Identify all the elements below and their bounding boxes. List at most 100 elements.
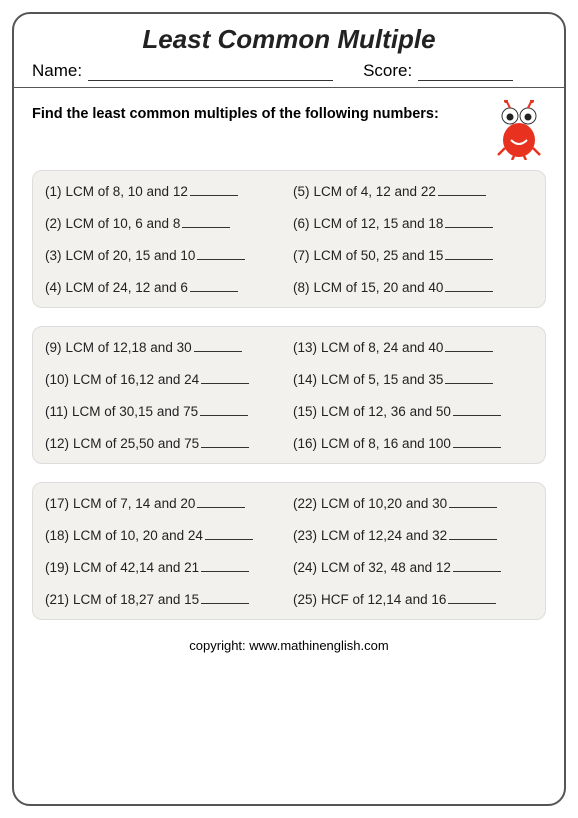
- problem-text: LCM of 8, 16 and 100: [321, 436, 451, 451]
- problem-number: (16): [293, 436, 317, 451]
- problem-text: LCM of 32, 48 and 12: [321, 560, 451, 575]
- problem-number: (9): [45, 340, 62, 355]
- problem-number: (3): [45, 248, 62, 263]
- answer-line[interactable]: [445, 247, 493, 260]
- problem-text: LCM of 12,24 and 32: [321, 528, 447, 543]
- answer-line[interactable]: [453, 559, 501, 572]
- answer-line[interactable]: [197, 247, 245, 260]
- problem-item: (13)LCM of 8, 24 and 40: [293, 339, 533, 355]
- problem-item: (10) LCM of 16,12 and 24: [45, 371, 285, 387]
- problem-item: (22) LCM of 10,20 and 30: [293, 495, 533, 511]
- problem-group: (1) LCM of 8, 10 and 12 (5) LCM of 4, 12 an…: [32, 170, 546, 308]
- problem-number: (6): [293, 216, 310, 231]
- answer-line[interactable]: [201, 591, 249, 604]
- answer-line[interactable]: [201, 559, 249, 572]
- problem-text: LCM of 12, 15 and 18: [314, 216, 444, 231]
- problem-item: (14) LCM of 5, 15 and 35: [293, 371, 533, 387]
- problem-text: LCM of 10,20 and 30: [321, 496, 447, 511]
- problem-number: (8): [293, 280, 310, 295]
- problem-text: LCM of 12, 36 and 50: [321, 404, 451, 419]
- answer-line[interactable]: [449, 495, 497, 508]
- problem-text: LCM of 15, 20 and 40: [314, 280, 444, 295]
- problem-item: (21)LCM of 18,27 and 15: [45, 591, 285, 607]
- problem-text: LCM of 5, 15 and 35: [321, 372, 443, 387]
- problem-number: (7): [293, 248, 310, 263]
- problem-number: (22): [293, 496, 317, 511]
- problem-item: (7) LCM of 50, 25 and 15: [293, 247, 533, 263]
- answer-line[interactable]: [449, 527, 497, 540]
- answer-line[interactable]: [445, 371, 493, 384]
- worksheet: Least Common Multiple Name: Score: Find …: [12, 12, 566, 806]
- problem-item: (11)LCM of 30,15 and 75: [45, 403, 285, 419]
- answer-line[interactable]: [200, 403, 248, 416]
- answer-line[interactable]: [448, 591, 496, 604]
- answer-line[interactable]: [445, 339, 493, 352]
- name-label: Name:: [32, 61, 82, 81]
- problem-text: LCM of 50, 25 and 15: [314, 248, 444, 263]
- problem-text: LCM of 12,18 and 30: [66, 340, 192, 355]
- answer-line[interactable]: [194, 339, 242, 352]
- problem-text: LCM of 20, 15 and 10: [66, 248, 196, 263]
- problem-number: (1): [45, 184, 62, 199]
- problem-item: (3) LCM of 20, 15 and 10: [45, 247, 285, 263]
- problem-number: (21): [45, 592, 69, 607]
- page-title: Least Common Multiple: [32, 24, 546, 55]
- problem-number: (24): [293, 560, 317, 575]
- problem-group: (17)LCM of 7, 14 and 20 (22) LCM of 10,20 …: [32, 482, 546, 620]
- problem-groups: (1) LCM of 8, 10 and 12 (5) LCM of 4, 12 an…: [32, 170, 546, 620]
- problem-number: (15): [293, 404, 317, 419]
- answer-line[interactable]: [205, 527, 253, 540]
- answer-line[interactable]: [201, 435, 249, 448]
- answer-line[interactable]: [453, 435, 501, 448]
- answer-line[interactable]: [190, 279, 238, 292]
- answer-line[interactable]: [190, 183, 238, 196]
- answer-line[interactable]: [197, 495, 245, 508]
- problem-text: LCM of 10, 20 and 24: [73, 528, 203, 543]
- problem-number: (14): [293, 372, 317, 387]
- problem-text: LCM of 10, 6 and 8: [66, 216, 181, 231]
- divider: [14, 87, 564, 88]
- problem-text: LCM of 8, 10 and 12: [66, 184, 188, 199]
- answer-line[interactable]: [182, 215, 230, 228]
- problem-text: LCM of 7, 14 and 20: [73, 496, 195, 511]
- problem-item: (1) LCM of 8, 10 and 12: [45, 183, 285, 199]
- answer-line[interactable]: [438, 183, 486, 196]
- problem-item: (16) LCM of 8, 16 and 100: [293, 435, 533, 451]
- problem-item: (15) LCM of 12, 36 and 50: [293, 403, 533, 419]
- problem-number: (11): [45, 404, 68, 419]
- problem-number: (10): [45, 372, 69, 387]
- problem-number: (5): [293, 184, 310, 199]
- problem-item: (24) LCM of 32, 48 and 12: [293, 559, 533, 575]
- problem-item: (12)LCM of 25,50 and 75: [45, 435, 285, 451]
- answer-line[interactable]: [445, 279, 493, 292]
- problem-number: (19): [45, 560, 69, 575]
- problem-text: LCM of 42,14 and 21: [73, 560, 199, 575]
- problem-item: (23) LCM of 12,24 and 32: [293, 527, 533, 543]
- problem-item: (2) LCM of 10, 6 and 8: [45, 215, 285, 231]
- problem-number: (4): [45, 280, 62, 295]
- problem-number: (2): [45, 216, 62, 231]
- instruction-text: Find the least common multiples of the f…: [32, 100, 482, 122]
- problem-item: (17)LCM of 7, 14 and 20: [45, 495, 285, 511]
- mascot-icon: [492, 100, 546, 160]
- problem-item: (6) LCM of 12, 15 and 18: [293, 215, 533, 231]
- problem-number: (25): [293, 592, 317, 607]
- name-input-line[interactable]: [88, 61, 333, 81]
- problem-text: HCF of 12,14 and 16: [321, 592, 446, 607]
- problem-item: (8) LCM of 15, 20 and 40: [293, 279, 533, 295]
- score-label: Score:: [363, 61, 412, 81]
- problem-text: LCM of 4, 12 and 22: [314, 184, 436, 199]
- score-input-line[interactable]: [418, 61, 513, 81]
- answer-line[interactable]: [445, 215, 493, 228]
- problem-number: (12): [45, 436, 69, 451]
- meta-row: Name: Score:: [32, 61, 546, 81]
- problem-number: (18): [45, 528, 69, 543]
- problem-item: (19) LCM of 42,14 and 21: [45, 559, 285, 575]
- problem-number: (23): [293, 528, 317, 543]
- problem-item: (4)LCM of 24, 12 and 6: [45, 279, 285, 295]
- answer-line[interactable]: [453, 403, 501, 416]
- answer-line[interactable]: [201, 371, 249, 384]
- problem-group: (9) LCM of 12,18 and 30 (13)LCM of 8, 24 …: [32, 326, 546, 464]
- problem-item: (9) LCM of 12,18 and 30: [45, 339, 285, 355]
- problem-text: LCM of 16,12 and 24: [73, 372, 199, 387]
